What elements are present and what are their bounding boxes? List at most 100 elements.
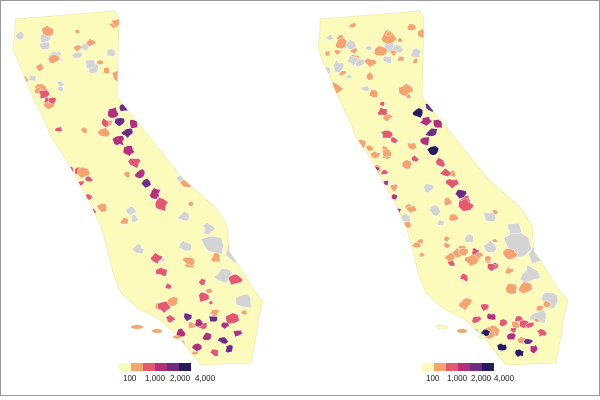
region xyxy=(106,48,116,57)
region xyxy=(389,183,399,192)
region xyxy=(492,238,499,243)
region xyxy=(379,100,385,107)
region xyxy=(101,117,110,128)
region xyxy=(224,344,234,354)
region xyxy=(337,157,345,165)
legend-tick-label: 2,000 xyxy=(471,374,492,383)
region xyxy=(423,183,435,194)
region xyxy=(84,175,94,183)
legend-swatch xyxy=(179,363,191,371)
region xyxy=(459,273,469,283)
region xyxy=(112,135,125,147)
region xyxy=(381,144,390,151)
region xyxy=(422,68,434,78)
region xyxy=(428,204,441,217)
island xyxy=(191,351,199,355)
region xyxy=(78,238,88,249)
region xyxy=(424,128,438,137)
region xyxy=(166,296,179,307)
region xyxy=(56,80,66,87)
region xyxy=(435,157,446,168)
legend-swatch xyxy=(131,363,143,371)
region xyxy=(348,22,358,29)
region xyxy=(198,291,210,303)
legend-swatch xyxy=(482,363,494,371)
region xyxy=(74,29,81,35)
region xyxy=(529,309,547,325)
region xyxy=(363,57,378,68)
region xyxy=(419,136,430,147)
legend-swatch xyxy=(155,363,167,371)
region xyxy=(138,332,153,342)
region xyxy=(122,145,136,157)
region xyxy=(339,156,349,164)
legend-swatch xyxy=(422,363,434,371)
region xyxy=(127,158,142,169)
region xyxy=(27,147,37,157)
region xyxy=(369,150,381,160)
region xyxy=(457,297,473,311)
legend-swatch xyxy=(119,363,131,371)
region xyxy=(54,126,64,133)
region xyxy=(228,273,244,286)
region xyxy=(397,36,403,43)
region xyxy=(94,251,110,261)
region xyxy=(164,282,172,290)
region xyxy=(405,93,412,100)
channel-islands xyxy=(130,324,199,355)
region xyxy=(118,68,128,78)
region xyxy=(181,257,196,267)
region xyxy=(386,229,394,236)
region xyxy=(496,343,508,352)
map-left: 100 1,000 2,000 4,000 xyxy=(12,10,264,383)
region xyxy=(359,163,372,176)
region xyxy=(506,332,517,340)
region xyxy=(382,113,394,122)
region xyxy=(134,168,146,179)
region xyxy=(155,267,168,277)
region xyxy=(334,126,346,135)
region xyxy=(447,260,456,267)
region xyxy=(418,251,426,258)
region xyxy=(361,85,371,92)
region xyxy=(540,292,559,309)
region xyxy=(390,204,398,210)
region xyxy=(421,301,430,309)
channel-islands xyxy=(435,324,504,355)
region xyxy=(486,312,497,321)
island xyxy=(130,324,144,330)
region xyxy=(96,59,104,65)
region xyxy=(204,287,214,295)
region xyxy=(338,148,350,159)
region xyxy=(382,55,393,65)
region xyxy=(418,304,429,313)
region xyxy=(187,321,196,330)
region xyxy=(324,50,331,57)
region xyxy=(201,222,216,235)
region xyxy=(509,326,517,334)
legend-swatch xyxy=(470,363,482,371)
region xyxy=(240,309,248,316)
region xyxy=(443,196,454,207)
region xyxy=(458,197,475,212)
region xyxy=(213,268,234,284)
region xyxy=(193,318,204,328)
region xyxy=(28,160,36,167)
region xyxy=(120,127,134,139)
region xyxy=(84,255,96,266)
region xyxy=(208,315,218,323)
region xyxy=(533,317,540,323)
region xyxy=(426,145,440,156)
region xyxy=(482,239,498,254)
region xyxy=(365,71,374,81)
region xyxy=(191,343,203,352)
region xyxy=(368,88,379,99)
region xyxy=(536,328,548,338)
region xyxy=(183,312,193,322)
region xyxy=(154,197,169,212)
region xyxy=(52,168,59,175)
region xyxy=(165,314,177,324)
region xyxy=(91,241,102,248)
region xyxy=(365,144,375,152)
region xyxy=(406,23,417,31)
